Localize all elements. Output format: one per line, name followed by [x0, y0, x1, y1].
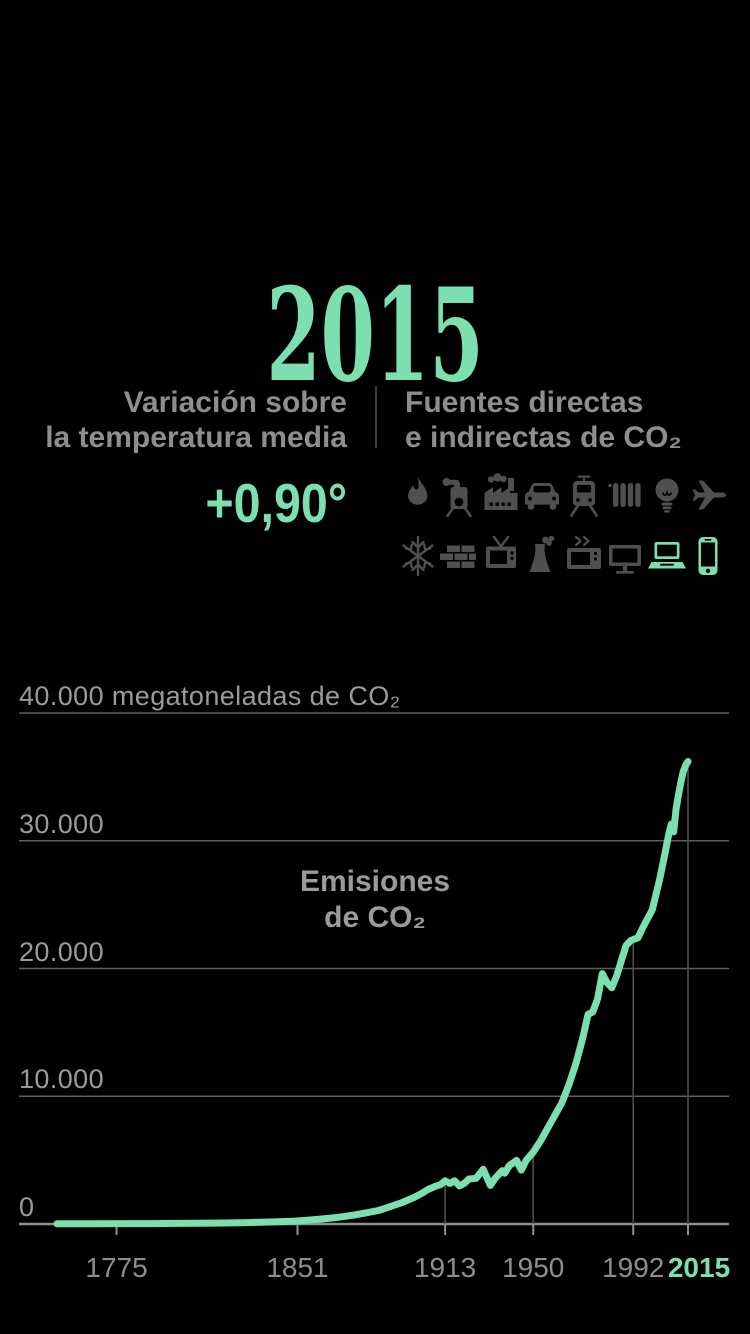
tv-icon: [481, 531, 521, 581]
icon-row-2: [398, 531, 728, 581]
chart-title: Emisiones de CO₂: [0, 864, 750, 936]
sources-label: Fuentes directas e indirectas de CO₂: [405, 385, 682, 455]
cooling-tower-icon: [522, 531, 562, 581]
chart-title-line1: Emisiones: [299, 865, 451, 898]
snowflake-icon: [398, 531, 438, 581]
emissions-line: [53, 758, 692, 1228]
temperature-label-line1: Variación sobre: [123, 386, 347, 419]
sources-label-line2: e indirectas de CO₂: [405, 421, 682, 454]
y-axis-label: 10.000: [19, 1064, 104, 1095]
car-icon: [522, 470, 562, 520]
microwave-icon: [564, 531, 604, 581]
flame-icon: [398, 470, 438, 520]
laptop-icon: [647, 531, 687, 581]
icon-row-1: [398, 470, 728, 520]
bricks-icon: [439, 531, 479, 581]
monitor-icon: [605, 531, 645, 581]
temperature-label: Variación sobre la temperatura media: [45, 385, 347, 455]
x-axis-label: 1913: [413, 1252, 477, 1283]
tram-icon: [564, 470, 604, 520]
sources-label-line1: Fuentes directas: [405, 386, 644, 419]
temperature-label-line2: la temperatura media: [45, 421, 347, 454]
y-axis-label: 0: [19, 1192, 35, 1222]
x-axis-label: 1950: [502, 1252, 565, 1283]
lightbulb-icon: [647, 470, 687, 520]
factory-icon: [481, 470, 521, 520]
radiator-icon: [605, 470, 645, 520]
y-axis-label: 20.000: [19, 936, 104, 967]
boiler-icon: [439, 470, 479, 520]
x-axis-label: 1992: [602, 1252, 665, 1283]
y-axis-label: 30.000: [19, 808, 104, 839]
y-axis-label: 40.000 megatoneladas de CO₂: [19, 681, 401, 711]
x-axis-label: 2015: [667, 1252, 731, 1283]
smartphone-icon: [688, 531, 728, 581]
x-axis-label: 1851: [266, 1252, 329, 1283]
column-divider: [375, 386, 377, 448]
x-axis-label: 1775: [85, 1252, 148, 1283]
chart-title-line2: de CO₂: [324, 901, 426, 934]
year-title: 2015: [266, 261, 484, 411]
temperature-value: +0,90°: [205, 472, 347, 534]
plane-icon: [688, 470, 728, 520]
